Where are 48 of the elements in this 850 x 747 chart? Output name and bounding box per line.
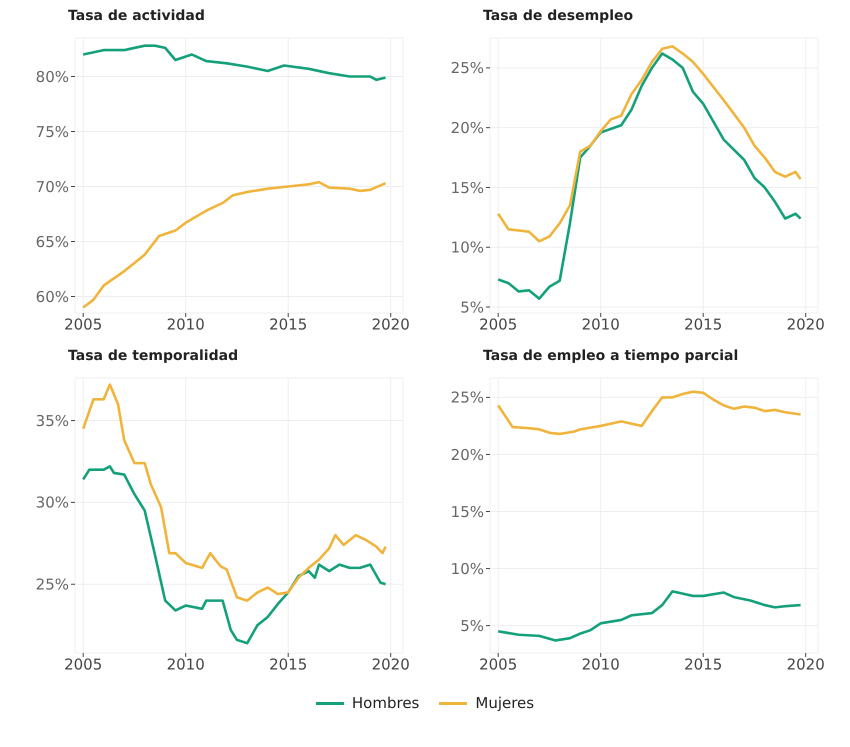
y-tick-label: 65% [36,232,69,251]
y-tick-label: 5% [460,298,484,316]
y-tick-label: 5% [460,616,484,635]
x-tick-label: 2010 [166,656,205,674]
x-tick-label: 2010 [166,316,205,334]
x-tick-label: 2015 [684,656,722,674]
x-tick-label: 2005 [64,656,102,674]
y-tick-label: 25% [450,388,484,407]
y-tick-label: 25% [36,576,69,594]
x-tick-label: 2015 [684,316,722,334]
y-tick-label: 60% [36,288,69,306]
x-tick-label: 2005 [64,316,102,334]
x-tick-label: 2010 [582,316,620,334]
line-series [82,180,387,309]
legend-label: Mujeres [475,694,534,712]
y-tick-label: 80% [36,68,69,86]
legend-label: Hombres [352,694,420,712]
line-series [496,45,802,243]
line-series [82,44,387,82]
y-tick-label: 30% [36,494,69,512]
y-tick-label: 75% [36,122,69,141]
chart-title: Tasa de temporalidad [67,348,240,366]
x-tick-label: 2020 [786,656,825,674]
x-tick-label: 2020 [786,316,825,334]
line-series [82,383,387,602]
y-tick-label: 25% [450,59,484,78]
y-tick-label: 35% [36,412,69,430]
x-tick-label: 2010 [582,656,620,674]
chart-title: Tasa de desempleo [482,8,634,26]
y-tick-label: 15% [450,502,484,521]
y-tick-label: 20% [450,446,484,464]
line-series [496,590,802,642]
y-tick-label: 10% [450,560,484,578]
y-tick-label: 15% [450,178,484,197]
line-series [496,390,802,436]
x-tick-label: 2020 [372,316,410,334]
chart-title: Tasa de actividad [67,8,206,26]
x-tick-label: 2015 [269,316,308,334]
chart-title: Tasa de empleo a tiempo parcial [482,348,740,366]
y-tick-label: 20% [450,119,484,137]
y-tick-label: 10% [450,238,484,257]
x-tick-label: 2015 [269,656,308,674]
x-tick-label: 2020 [372,656,410,674]
x-tick-label: 2005 [479,656,518,674]
y-tick-label: 70% [36,178,69,196]
line-series [82,465,387,644]
x-tick-label: 2005 [479,316,518,334]
line-series [496,52,802,300]
